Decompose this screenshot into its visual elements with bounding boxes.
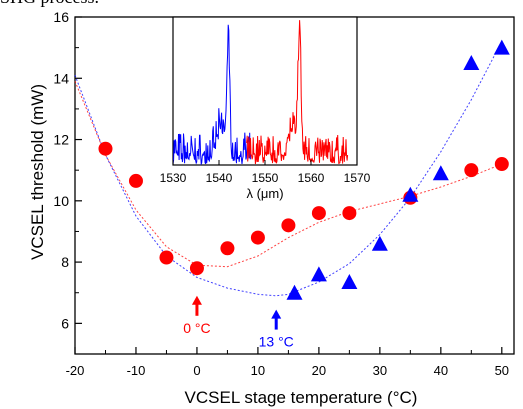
triangle-point bbox=[402, 186, 419, 202]
circle-point bbox=[189, 261, 204, 276]
circle-point bbox=[494, 157, 509, 172]
circle-point bbox=[98, 141, 113, 156]
inset-x-axis-label: λ (μm) bbox=[246, 186, 283, 201]
spectrum-trace bbox=[246, 20, 349, 165]
triangle-point bbox=[286, 284, 303, 300]
y-tick-label: 12 bbox=[53, 132, 69, 148]
triangle-point bbox=[341, 274, 358, 290]
x-tick-label: 20 bbox=[312, 363, 326, 378]
circle-point bbox=[128, 173, 143, 188]
y-tick-label: 10 bbox=[53, 193, 69, 209]
x-tick-label: -20 bbox=[66, 363, 85, 378]
y-axis-label: VCSEL threshold (mW) bbox=[28, 84, 47, 260]
annotation-label: 0 °C bbox=[183, 320, 210, 336]
triangle-point bbox=[432, 165, 449, 181]
y-tick-label: 8 bbox=[61, 254, 69, 270]
fit-curve bbox=[74, 41, 503, 297]
circle-point bbox=[342, 206, 357, 221]
x-axis-label: VCSEL stage temperature (°C) bbox=[185, 388, 418, 407]
circle-point bbox=[281, 218, 296, 233]
spectrum-trace bbox=[172, 24, 252, 166]
x-tick-label: 40 bbox=[434, 363, 448, 378]
triangle-point bbox=[310, 266, 327, 282]
y-tick-label: 16 bbox=[53, 9, 69, 25]
inset-x-tick-label: 1540 bbox=[206, 171, 233, 185]
inset-spectrum: 1530 1540 1550 1560 1570 λ (μm) bbox=[160, 16, 371, 201]
fit-curve bbox=[74, 81, 502, 268]
circle-point bbox=[464, 163, 479, 178]
previous-paragraph-text: SHG process. bbox=[0, 0, 99, 8]
x-tick-label: 50 bbox=[495, 363, 509, 378]
y-tick-label: 6 bbox=[61, 315, 69, 331]
inset-x-tick-label: 1570 bbox=[344, 171, 371, 185]
annotations: 0 °C 13 °C bbox=[183, 295, 294, 350]
triangle-point bbox=[463, 54, 480, 70]
triangle-point bbox=[493, 39, 510, 55]
data-points bbox=[98, 39, 510, 300]
triangle-point bbox=[371, 235, 388, 251]
x-tick-label: 0 bbox=[193, 363, 200, 378]
inset-x-tick-label: 1530 bbox=[160, 171, 187, 185]
x-tick-label: -10 bbox=[127, 363, 146, 378]
x-tick-label: 30 bbox=[373, 363, 387, 378]
annotation-label: 13 °C bbox=[259, 334, 294, 350]
circle-point bbox=[220, 241, 235, 256]
y-tick-label: 14 bbox=[53, 70, 69, 86]
circle-point bbox=[159, 250, 174, 265]
circle-point bbox=[250, 230, 265, 245]
x-tick-label: 10 bbox=[251, 363, 265, 378]
annotation-arrow-head bbox=[271, 309, 282, 319]
circle-point bbox=[311, 206, 326, 221]
inset-x-tick-label: 1560 bbox=[298, 171, 325, 185]
annotation-arrow-head bbox=[191, 295, 202, 305]
fit-curves bbox=[74, 41, 503, 297]
inset-x-tick-label: 1550 bbox=[252, 171, 279, 185]
